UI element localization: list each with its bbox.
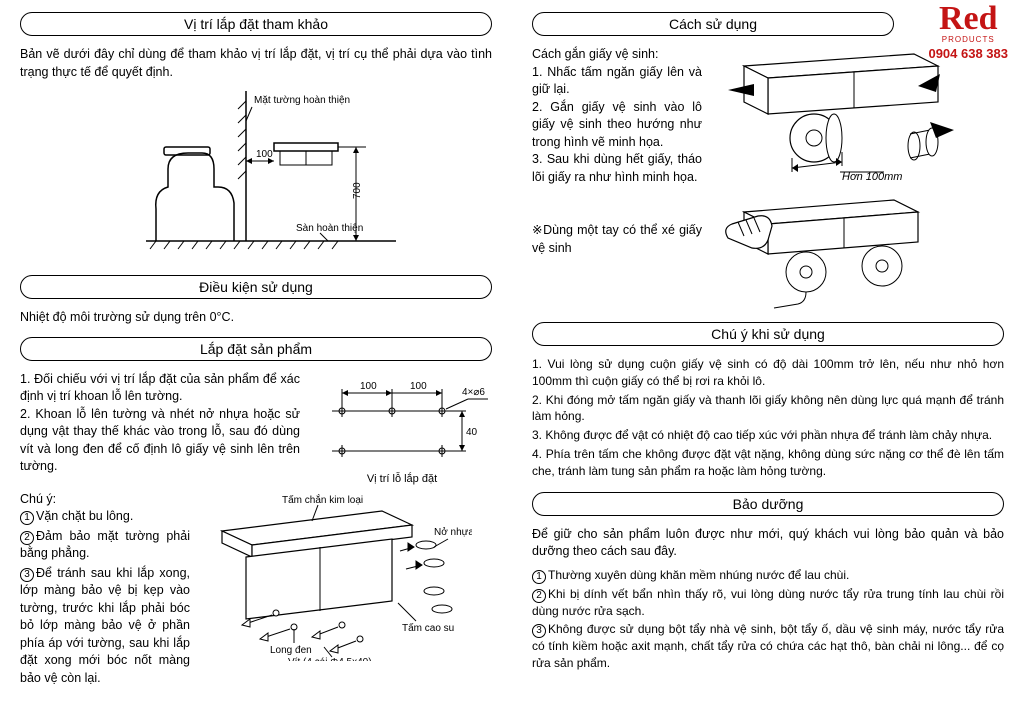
hole-figure: 100 100 40 4×⌀6 Vị trí lỗ lắp đặt bbox=[312, 371, 492, 485]
brand-logo: Red PRODUCTS 0904 638 383 bbox=[928, 4, 1008, 61]
brand-phone: 0904 638 383 bbox=[928, 46, 1008, 61]
caution-4: 4. Phía trên tấm che không được đặt vật … bbox=[532, 446, 1004, 480]
maint-1: 1Thường xuyên dùng khăn mềm nhúng nước đ… bbox=[532, 567, 1004, 584]
hole-caption: Vị trí lỗ lắp đặt bbox=[312, 473, 492, 485]
maintenance-list: 1Thường xuyên dùng khăn mềm nhúng nước đ… bbox=[532, 567, 1004, 674]
section-title-conditions: Điều kiện sử dụng bbox=[20, 275, 492, 299]
install-step1: 1. Đối chiếu với vị trí lắp đặt của sản … bbox=[20, 372, 300, 404]
note-2: 2Đảm bảo mặt tường phải bằng phẳng. bbox=[20, 528, 190, 563]
floor-label: Sàn hoàn thiện bbox=[296, 223, 363, 234]
svg-text:Tấm chắn kim loại: Tấm chắn kim loại bbox=[282, 493, 363, 506]
conditions-text: Nhiệt độ môi trường sử dụng trên 0°C. bbox=[20, 309, 492, 327]
section-title-usage: Cách sử dụng bbox=[532, 12, 894, 36]
caution-3: 3. Không được để vật có nhiệt độ cao tiế… bbox=[532, 427, 1004, 444]
usage-figure1: Hơn 100mm bbox=[714, 46, 964, 186]
maint-2: 2Khi bị dính vết bẩn nhìn thấy rõ, vui l… bbox=[532, 586, 1004, 620]
usage-step3: 3. Sau khi dùng hết giấy, tháo lõi giấy … bbox=[532, 151, 702, 186]
maintenance-intro: Để giữ cho sản phẩm luôn được như mới, q… bbox=[532, 526, 1004, 561]
maint-3: 3Không được sử dụng bột tẩy nhà vệ sinh,… bbox=[532, 621, 1004, 672]
tear-diagram bbox=[714, 192, 944, 312]
install-step2: 2. Khoan lỗ lên tường và nhét nở nhựa ho… bbox=[20, 407, 300, 474]
caution-list: 1. Vui lòng sử dụng cuộn giấy vệ sinh có… bbox=[532, 356, 1004, 482]
section-title-caution: Chú ý khi sử dụng bbox=[532, 322, 1004, 346]
dim-100: 100 bbox=[256, 149, 273, 160]
svg-text:Vít (4 cái Φ4.5x40): Vít (4 cái Φ4.5x40) bbox=[288, 657, 372, 661]
note-1: 1Vặn chặt bu lông. bbox=[20, 508, 190, 526]
section-title-install: Lắp đặt sản phẩm bbox=[20, 337, 492, 361]
svg-text:Nở nhựa: Nở nhựa bbox=[434, 526, 472, 538]
tear-note: ※Dùng một tay có thể xé giấy vệ sinh bbox=[532, 192, 702, 257]
install-steps-text: 1. Đối chiếu với vị trí lắp đặt của sản … bbox=[20, 371, 300, 476]
usage-step1: 1. Nhấc tấm ngăn giấy lên và giữ lại. bbox=[532, 64, 702, 99]
note-3: 3Để tránh sau khi lắp xong, lớp màng bảo… bbox=[20, 565, 190, 688]
right-column: Cách sử dụng Cách gắn giấy vệ sinh: 1. N… bbox=[532, 8, 1004, 713]
svg-text:100: 100 bbox=[360, 381, 377, 392]
figure-position: 100 700 Mặt tường hoàn thiện Sàn hoàn th… bbox=[20, 91, 492, 261]
svg-text:Tấm cao su: Tấm cao su bbox=[402, 622, 454, 634]
usage-steps: Cách gắn giấy vệ sinh: 1. Nhấc tấm ngăn … bbox=[532, 46, 702, 186]
svg-text:40: 40 bbox=[466, 427, 478, 438]
usage-row: Cách gắn giấy vệ sinh: 1. Nhấc tấm ngăn … bbox=[532, 46, 1004, 186]
caution-1: 1. Vui lòng sử dụng cuộn giấy vệ sinh có… bbox=[532, 356, 1004, 390]
hole-diagram: 100 100 40 4×⌀6 bbox=[312, 371, 492, 471]
left-column: Vị trí lắp đặt tham khảo Bản vẽ dưới đây… bbox=[20, 8, 492, 713]
install-notes-row: Chú ý: 1Vặn chặt bu lông. 2Đảm bảo mặt t… bbox=[20, 491, 492, 690]
section-title-maintenance: Bảo dưỡng bbox=[532, 492, 1004, 516]
usage-diagram1: Hơn 100mm bbox=[714, 46, 964, 186]
install-steps-row: 1. Đối chiếu với vị trí lắp đặt của sản … bbox=[20, 371, 492, 485]
dim-700: 700 bbox=[352, 182, 363, 199]
caution-2: 2. Khi đóng mở tấm ngăn giấy và thanh lõ… bbox=[532, 392, 1004, 426]
section-title-position: Vị trí lắp đặt tham khảo bbox=[20, 12, 492, 36]
usage-step2: 2. Gắn giấy vệ sinh vào lô giấy vệ sinh … bbox=[532, 99, 702, 152]
note-title: Chú ý: bbox=[20, 491, 190, 509]
install-notes: Chú ý: 1Vặn chặt bu lông. 2Đảm bảo mặt t… bbox=[20, 491, 190, 690]
usage-figure2 bbox=[714, 192, 944, 312]
svg-text:4×⌀6: 4×⌀6 bbox=[462, 387, 485, 398]
svg-text:Long đen: Long đen bbox=[270, 645, 312, 656]
position-intro: Bản vẽ dưới đây chỉ dùng để tham khảo vị… bbox=[20, 46, 492, 81]
page-columns: Vị trí lắp đặt tham khảo Bản vẽ dưới đây… bbox=[20, 8, 1004, 713]
assembly-diagram: Tấm chắn kim loại Nở nhựa Long đen Tấm c… bbox=[202, 491, 472, 661]
usage-intro: Cách gắn giấy vệ sinh: bbox=[532, 46, 702, 64]
assembly-figure: Tấm chắn kim loại Nở nhựa Long đen Tấm c… bbox=[202, 491, 472, 661]
position-diagram: 100 700 Mặt tường hoàn thiện Sàn hoàn th… bbox=[106, 91, 406, 261]
brand-name: Red bbox=[928, 4, 1008, 35]
wall-label: Mặt tường hoàn thiện bbox=[254, 95, 350, 106]
tear-row: ※Dùng một tay có thể xé giấy vệ sinh bbox=[532, 192, 1004, 312]
svg-text:100: 100 bbox=[410, 381, 427, 392]
svg-text:Hơn 100mm: Hơn 100mm bbox=[842, 171, 902, 183]
